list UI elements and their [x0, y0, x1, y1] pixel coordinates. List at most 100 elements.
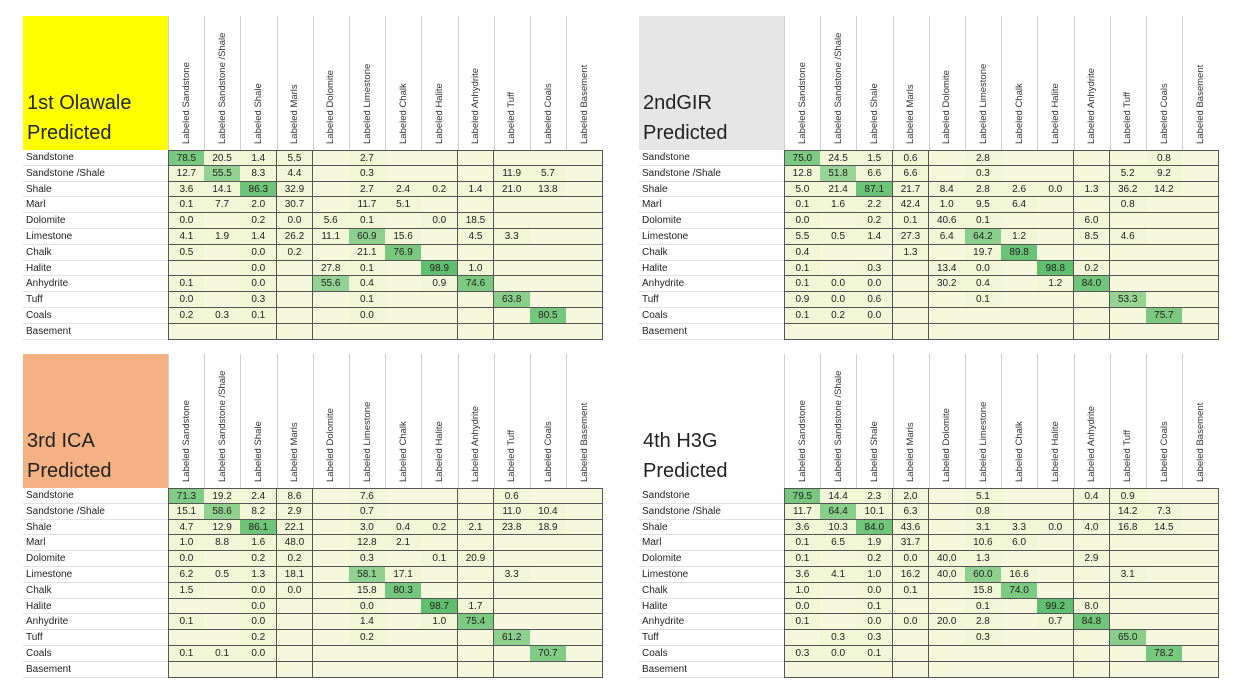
matrix-cell: 0.2 [421, 181, 459, 198]
matrix-cell: 11.7 [784, 503, 821, 520]
matrix-title-box: 1st Olawale Predicted [23, 16, 168, 150]
matrix-cell: 11.7 [349, 197, 386, 214]
matrix-cell: 0.1 [784, 551, 821, 567]
matrix-cell: 0.2 [276, 244, 314, 261]
matrix-cell: 84.0 [856, 519, 894, 536]
matrix-cell [1109, 614, 1147, 631]
matrix-cell [566, 551, 603, 567]
matrix-cell: 3.3 [493, 567, 531, 583]
table-row: Tuff 0.3 0.3 0.3 65.0 [639, 630, 1219, 646]
matrix-cell [928, 323, 966, 340]
matrix-cell [457, 567, 495, 583]
matrix-cell: 18.9 [530, 519, 567, 536]
matrix-cell [1109, 308, 1147, 324]
matrix-cell: 87.1 [856, 181, 894, 198]
matrix-cell [421, 582, 459, 599]
matrix-cell: 21.1 [349, 244, 386, 261]
matrix-cell [1182, 292, 1219, 308]
matrix-cell: 4.0 [1073, 519, 1111, 536]
matrix-cell: 1.4 [240, 150, 278, 166]
matrix-cell [1182, 229, 1219, 245]
matrix-cell: 0.1 [856, 646, 894, 662]
matrix-cell [1182, 244, 1219, 261]
row-label: Coals [639, 646, 784, 662]
matrix-cell [1182, 213, 1219, 229]
column-label: Labeled Basement [1194, 402, 1206, 482]
matrix-cell: 1.0 [457, 260, 495, 277]
matrix-cell: 7.6 [349, 488, 386, 504]
matrix-cell: 12.8 [784, 165, 821, 182]
column-header: Labeled Sandstone [784, 354, 820, 488]
matrix-cell: 3.6 [784, 519, 821, 536]
matrix-cell: 5.1 [965, 488, 1002, 504]
matrix-cell: 10.3 [820, 519, 857, 536]
matrix-cell [928, 630, 966, 646]
matrix-cell [1001, 551, 1038, 567]
matrix-cell [784, 630, 821, 646]
matrix-cell [421, 244, 459, 261]
matrix-cell [566, 165, 603, 182]
matrix-cell [204, 551, 241, 567]
matrix-cell: 0.0 [784, 213, 821, 229]
matrix-cell: 98.7 [421, 598, 459, 615]
matrix-cell [530, 213, 567, 229]
matrix-cell: 0.3 [856, 260, 894, 277]
matrix-cell: 0.7 [349, 503, 386, 520]
matrix-cell [1146, 582, 1183, 599]
matrix-cell [457, 308, 495, 324]
matrix-cell: 2.8 [965, 181, 1002, 198]
matrix-cell [1109, 323, 1147, 340]
matrix-cell [312, 503, 350, 520]
matrix-cell [1109, 276, 1147, 293]
row-label: Shale [639, 182, 784, 198]
matrix-cell [385, 323, 422, 340]
matrix-cell [1073, 503, 1111, 520]
row-label: Sandstone [639, 150, 784, 166]
matrix-cell [385, 165, 422, 182]
matrix-cell [530, 197, 567, 214]
matrix-cell: 1.9 [856, 535, 894, 552]
matrix-title: 2ndGIR Predicted [643, 88, 728, 148]
matrix-cell [1073, 630, 1111, 646]
matrix-cell [965, 323, 1002, 340]
matrix-cell: 0.2 [856, 213, 894, 229]
row-label: Basement [639, 662, 784, 678]
matrix-cell: 0.1 [784, 535, 821, 552]
matrix-cell [385, 308, 422, 324]
column-label: Labeled Dolomite [941, 408, 953, 482]
matrix-cell [1109, 661, 1147, 678]
matrix-cell [1037, 630, 1075, 646]
matrix-cell: 0.9 [1109, 488, 1147, 504]
matrix-cell: 16.2 [892, 567, 930, 583]
matrix-cell [820, 598, 857, 615]
matrix-cell [530, 150, 567, 166]
matrix-cell [1146, 229, 1183, 245]
table-row: Limestone 5.5 0.5 1.4 27.3 6.4 64.2 1.2 8.5 4.6 [639, 229, 1219, 245]
matrix-cell: 0.3 [856, 630, 894, 646]
matrix-cell: 12.8 [349, 535, 386, 552]
column-label: Labeled Anhydrite [470, 405, 482, 482]
matrix-cell [892, 598, 930, 615]
matrix-cell [856, 244, 894, 261]
matrix-cell [928, 308, 966, 324]
table-row: Shale 3.6 10.3 84.0 43.6 3.1 3.3 0.0 4.0 16.8 14.5 [639, 519, 1219, 536]
matrix-cell: 0.3 [349, 165, 386, 182]
matrix-cell [457, 503, 495, 520]
matrix-cell [1037, 197, 1075, 214]
matrix-cell: 98.9 [421, 260, 459, 277]
matrix-cell [457, 150, 495, 166]
matrix-cell: 0.6 [493, 488, 531, 504]
column-header: Labeled Coals [1146, 354, 1182, 488]
matrix-cell [1037, 503, 1075, 520]
matrix-cell: 1.0 [784, 582, 821, 599]
table-row: Anhydrite 0.1 0.0 55.6 0.4 0.9 74.6 [23, 276, 603, 293]
matrix-cell: 20.0 [928, 614, 966, 631]
matrix-cell: 0.0 [240, 244, 278, 261]
matrix-cell [566, 323, 603, 340]
matrix-cell: 2.3 [856, 488, 894, 504]
matrix-cell [1182, 488, 1219, 504]
matrix-cell [566, 292, 603, 308]
matrix-cell [566, 582, 603, 599]
matrix-cell: 36.2 [1109, 181, 1147, 198]
matrix-cell [312, 323, 350, 340]
